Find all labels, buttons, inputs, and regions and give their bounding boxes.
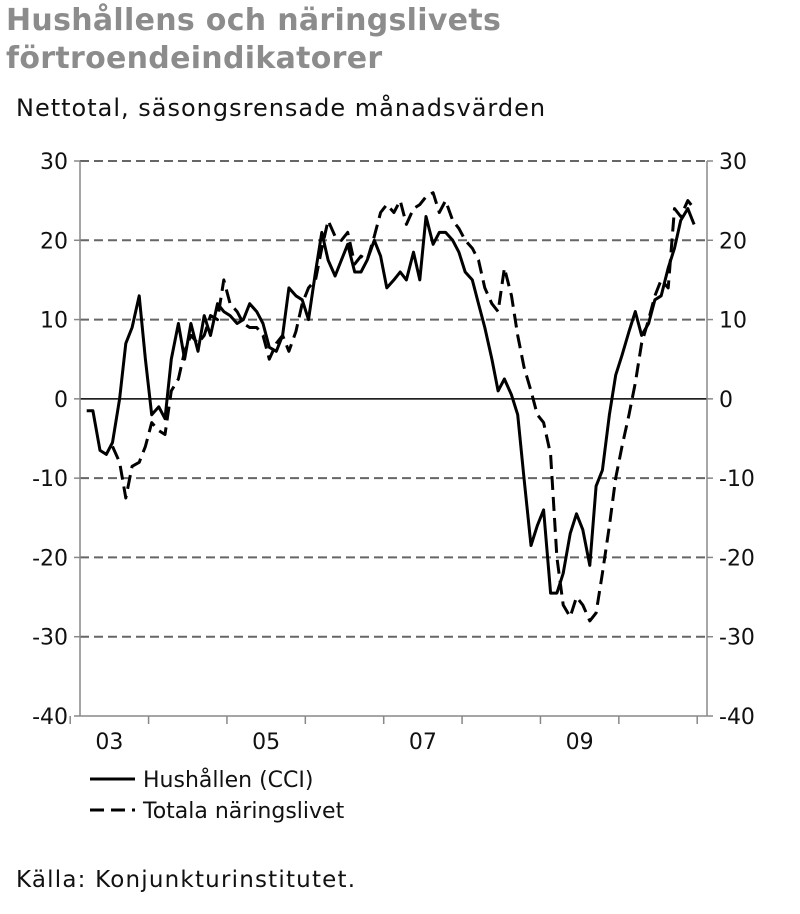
y-tick-label-left: 10 (40, 309, 68, 334)
series-lines (86, 191, 696, 623)
y-tick-label-left: -40 (32, 705, 68, 730)
x-tick-label: 07 (409, 730, 437, 755)
chart-subtitle: Nettotal, säsongsrensade månadsvärden (16, 94, 547, 122)
y-tick-label-left: 0 (54, 388, 68, 413)
y-tick-label-right: 10 (719, 309, 747, 334)
y-tick-label-right: -20 (719, 546, 755, 571)
y-tick-label-right: -40 (719, 705, 755, 730)
series-line-naringslivet (111, 191, 696, 623)
chart-title-line-2: förtroendeindikatorer (6, 41, 383, 76)
x-tick-label: 05 (252, 730, 280, 755)
y-tick-label-left: -30 (32, 626, 68, 651)
chart-svg: -40 -40 -30 -30 -20 -20 -10 -10 0 0 10 10 20 20 30 30 03… (32, 150, 755, 824)
y-tick-label-right: 0 (719, 388, 733, 413)
source-note: Källa: Konjunkturinstitutet. (16, 867, 357, 893)
y-tick-label-right: -10 (719, 467, 755, 492)
x-tick-label: 09 (566, 730, 594, 755)
chart-title-line-1: Hushållens och näringslivets (6, 3, 502, 38)
gridlines (80, 160, 707, 638)
y-tick-label-left: -10 (32, 467, 68, 492)
y-tick-label-left: 20 (40, 229, 68, 254)
legend-label: Totala näringslivet (142, 799, 345, 824)
y-tick-label-right: -30 (719, 626, 755, 651)
legend: Hushållen (CCI) Totala näringslivet (90, 767, 345, 824)
series-line-hushallen (86, 207, 696, 595)
chart-title: Hushållens och näringslivets förtroendei… (6, 2, 501, 78)
y-tick-label-left: -20 (32, 546, 68, 571)
legend-label: Hushållen (CCI) (143, 767, 313, 793)
y-tick-label-right: 20 (719, 229, 747, 254)
x-tick-label: 03 (95, 730, 123, 755)
axes: -40 -40 -30 -30 -20 -20 -10 -10 0 0 10 10 20 20 30 30 03… (32, 150, 755, 755)
y-tick-label-left: 30 (40, 150, 68, 175)
y-tick-label-right: 30 (719, 150, 747, 175)
